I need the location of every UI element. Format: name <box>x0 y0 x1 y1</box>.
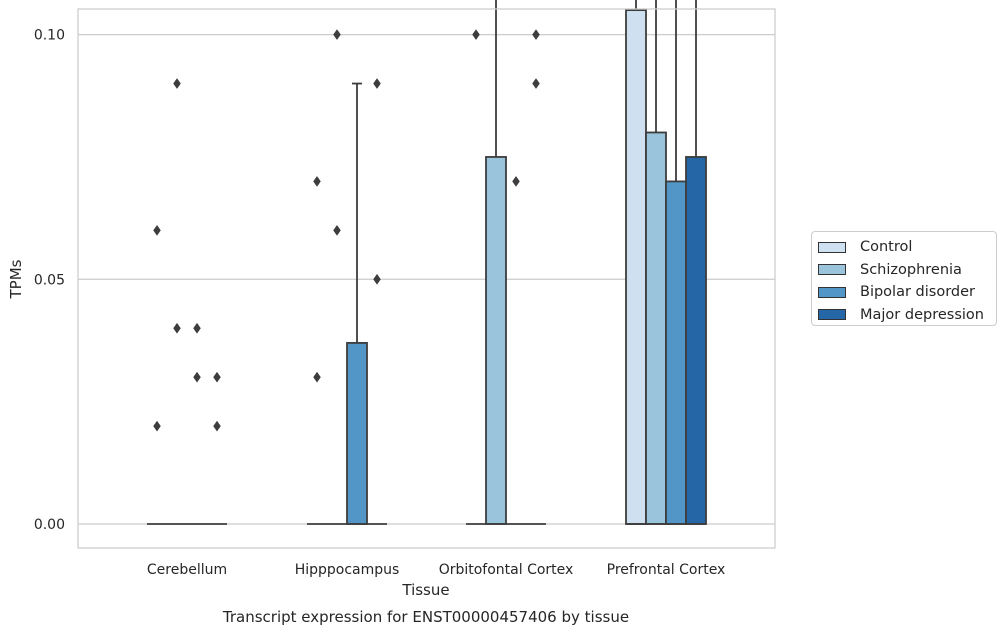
outlier-point <box>532 78 540 89</box>
legend-label: Schizophrenia <box>860 261 962 278</box>
outlier-point <box>193 322 201 334</box>
outlier-point <box>153 224 161 236</box>
x-tick-label: Hipppocampus <box>295 562 400 578</box>
outlier-point <box>333 224 341 236</box>
box <box>346 342 368 525</box>
outlier-point <box>153 420 161 432</box>
legend-swatch <box>818 241 846 253</box>
box-schizophrenia <box>485 0 507 525</box>
legend-label: Bipolar disorder <box>860 284 975 301</box>
x-tick-label: Prefrontal Cortex <box>607 562 726 578</box>
y-tick-label: 0.10 <box>34 28 65 44</box>
x-tick-label: Cerebellum <box>147 562 227 578</box>
box-control <box>307 175 327 525</box>
box-schizophrenia <box>645 0 667 525</box>
box-control <box>147 224 167 525</box>
x-tick-labels: Cerebellum Hipppocampus Orbitofontal Corte… <box>147 562 725 578</box>
legend: Control Schizophrenia Bipolar disorder M… <box>811 231 997 326</box>
box <box>665 180 687 525</box>
outlier-point <box>313 175 321 187</box>
legend-item: Major depression <box>818 304 996 327</box>
outlier-point <box>512 175 520 187</box>
box-schizophrenia <box>327 29 347 525</box>
outlier-point <box>213 420 221 432</box>
box-bipolar-disorder <box>506 175 526 525</box>
outlier-point <box>532 29 540 41</box>
legend-item: Bipolar disorder <box>818 281 996 304</box>
y-tick-label: 0.05 <box>34 272 65 288</box>
x-tick-label: Orbitofontal Cortex <box>439 562 574 578</box>
box-major-depression <box>526 29 546 525</box>
box-major-depression <box>207 371 227 525</box>
box-control <box>466 29 486 525</box>
legend-swatch <box>818 264 846 276</box>
outlier-point <box>333 29 341 41</box>
outlier-point <box>373 273 381 285</box>
outlier-point <box>472 29 480 41</box>
legend-swatch <box>818 286 846 298</box>
legend-label: Major depression <box>860 306 984 323</box>
outlier-point <box>193 371 201 383</box>
legend-item: Control <box>818 236 996 259</box>
box <box>645 131 667 525</box>
box-bipolar-disorder <box>665 0 687 525</box>
y-tick-label: 0.00 <box>34 517 65 533</box>
box-bipolar-disorder <box>346 82 368 525</box>
box <box>625 9 647 525</box>
box-bipolar-disorder <box>187 322 207 525</box>
box-schizophrenia <box>167 78 187 525</box>
y-axis-label: TPMs <box>7 259 25 299</box>
box <box>485 156 507 525</box>
box-major-depression <box>367 78 387 525</box>
box-major-depression <box>685 0 707 525</box>
outlier-point <box>213 371 221 383</box>
x-axis-label: Tissue <box>401 581 449 599</box>
box <box>685 156 707 525</box>
outlier-point <box>173 322 181 334</box>
box-control <box>625 0 647 525</box>
legend-label: Control <box>860 239 913 256</box>
plot-frame <box>77 8 776 549</box>
plot-marks <box>147 0 707 525</box>
legend-swatch <box>818 309 846 321</box>
outlier-point <box>373 78 381 89</box>
outlier-point <box>313 371 321 383</box>
outlier-point <box>173 78 181 89</box>
y-tick-labels: 0.000.050.100.150.200.250.300.350.40 <box>34 28 65 533</box>
chart-caption: Transcript expression for ENST0000045740… <box>222 608 629 626</box>
legend-item: Schizophrenia <box>818 259 996 282</box>
